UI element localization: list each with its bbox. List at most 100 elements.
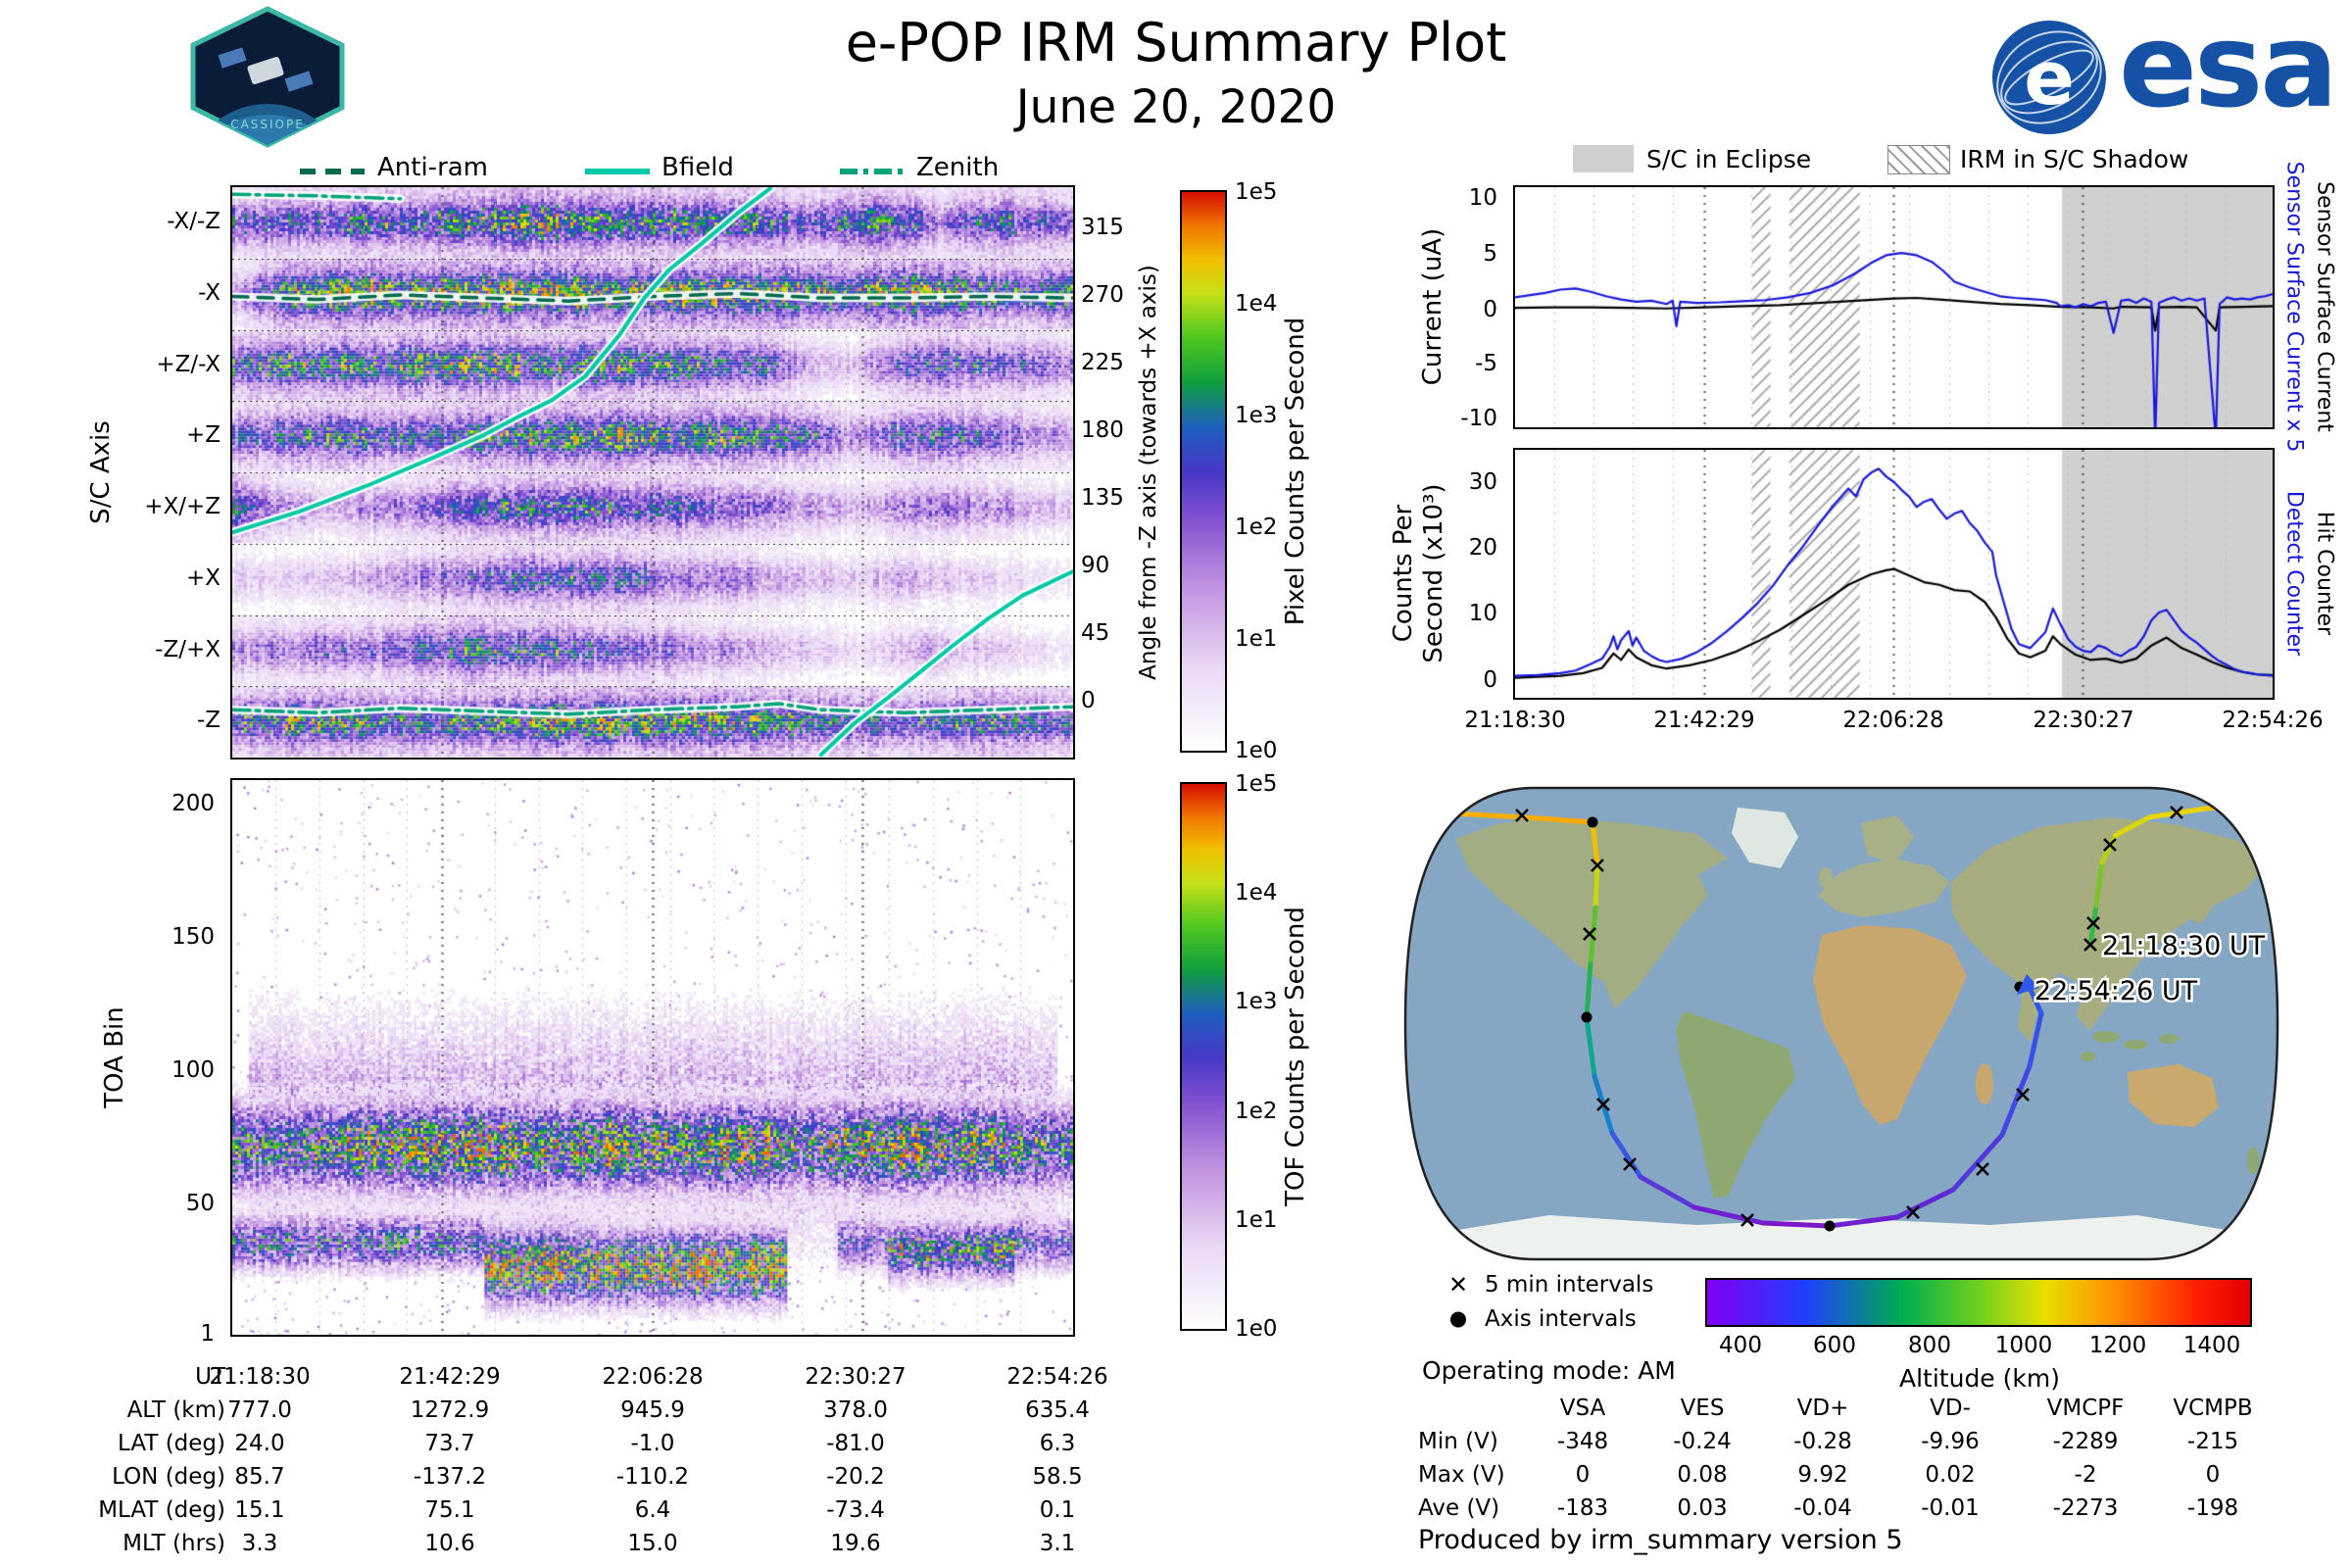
continent-antarctica	[1440, 1215, 2243, 1259]
axis-interval-marker	[1587, 816, 1598, 828]
zenith-legend-label: Zenith	[916, 153, 1000, 182]
tof-colorbar-tick: 1e4	[1235, 880, 1278, 906]
ephemeris-cell: 21:18:30	[209, 1364, 311, 1390]
ground-track-segment	[1638, 1174, 1697, 1210]
solar-panel-left-icon	[218, 47, 247, 69]
altitude-tick-label: 1200	[2088, 1333, 2147, 1358]
voltage-cell: -215	[2186, 1429, 2239, 1454]
angle-tick-label: 225	[1081, 350, 1124, 375]
axis-band-tick-label: +Z/-X	[156, 351, 220, 377]
operating-mode: Operating mode: AM	[1422, 1356, 1676, 1385]
current-tick-label: -10	[1460, 406, 1497, 431]
ephemeris-row-label: UT	[195, 1364, 225, 1390]
five-min-interval-marker	[2016, 1088, 2030, 1102]
pixel-colorbar-tick: 1e1	[1235, 626, 1278, 652]
counts-ylabel-line1: Counts Per	[1389, 504, 1418, 643]
page-date: June 20, 2020	[1015, 80, 1337, 134]
altitude-tick-label: 1400	[2182, 1333, 2241, 1358]
hit-counter-label: Hit Counter	[2312, 511, 2337, 636]
voltage-cell: 0	[1575, 1462, 1591, 1488]
ground-track-segment	[1590, 819, 1600, 867]
five-min-interval-marker	[1583, 927, 1596, 941]
voltage-col-header: VD-	[1930, 1396, 1971, 1421]
voltage-cell: -183	[1556, 1495, 1609, 1521]
tof-colorbar	[1180, 782, 1227, 1331]
ground-track-map: 21:18:30 UT 22:54:26 UT	[1403, 786, 2279, 1261]
ephemeris-row-label: LAT (deg)	[118, 1431, 225, 1456]
voltage-col-header: VSA	[1559, 1396, 1606, 1421]
pixel-colorbar-tick: 1e4	[1235, 291, 1278, 317]
esa-logo: e esa	[1989, 0, 2338, 141]
axis-band-tick-label: +X	[185, 564, 220, 591]
cassiope-mission-patch: CASSIOPE	[190, 6, 345, 148]
altitude-tick-label: 800	[1908, 1333, 1951, 1358]
ground-track-segment	[1584, 1014, 1597, 1079]
counts-tick-label: 0	[1483, 667, 1497, 693]
five-min-interval-marker	[2086, 916, 2100, 930]
ground-track-segment	[1950, 1132, 2005, 1193]
island-indonesia-1	[2092, 1031, 2120, 1043]
counts-panel-canvas	[1513, 448, 2275, 700]
detect-counter-label: Detect Counter	[2281, 490, 2307, 657]
counts-tick-label: 20	[1468, 535, 1497, 561]
voltage-cell: -0.04	[1793, 1495, 1852, 1521]
ground-track-segment	[1691, 1204, 1766, 1226]
ephemeris-cell: 635.4	[1025, 1397, 1090, 1423]
axis-band-tick-label: -Z/+X	[155, 636, 220, 662]
island-indonesia-4	[2081, 1052, 2096, 1061]
axis-band-tick-label: +Z	[185, 422, 220, 449]
time-tick-label: 22:54:26	[2222, 708, 2324, 733]
altitude-tick-label: 1000	[1994, 1333, 2053, 1358]
voltage-cell: -2289	[2052, 1429, 2119, 1454]
ephemeris-cell: 6.3	[1039, 1431, 1076, 1456]
ephemeris-cell: 58.5	[1032, 1464, 1083, 1490]
angle-tick-label: 0	[1081, 688, 1096, 713]
five-min-interval-marker	[1976, 1162, 1989, 1176]
ephemeris-cell: 21:42:29	[399, 1364, 501, 1390]
ground-track-segment	[1468, 811, 1543, 821]
ephemeris-row-label: ALT (km)	[126, 1397, 225, 1423]
ephemeris-cell: 945.9	[620, 1397, 685, 1423]
time-tick-label: 21:42:29	[1653, 708, 1755, 733]
ephemeris-row-label: MLT (hrs)	[122, 1531, 225, 1556]
ground-track-segment	[2093, 859, 2105, 908]
counts-tick-label: 30	[1468, 469, 1497, 495]
ground-track-segment	[2027, 1010, 2044, 1069]
voltage-cell: -2273	[2052, 1495, 2119, 1521]
tof-colorbar-tick: 1e3	[1235, 989, 1278, 1015]
tof-colorbar-tick: 1e5	[1235, 771, 1278, 797]
solar-panel-right-icon	[284, 71, 314, 92]
continent-north-america	[1456, 817, 1728, 1008]
ephemeris-row-label: MLAT (deg)	[98, 1497, 225, 1523]
axis-band-tick-label: -X/-Z	[167, 209, 220, 234]
voltage-cell: -2	[2074, 1462, 2097, 1488]
voltage-cell: 0	[2205, 1462, 2221, 1488]
angle-tick-label: 90	[1081, 553, 1110, 578]
ephemeris-cell: 85.7	[234, 1464, 285, 1490]
pixel-colorbar-tick: 1e3	[1235, 403, 1278, 428]
ephemeris-cell: 22:30:27	[805, 1364, 906, 1390]
voltage-cell: 9.92	[1797, 1462, 1848, 1488]
pixel-colorbar	[1180, 190, 1227, 753]
ground-track-segment	[1760, 1220, 1833, 1229]
zenith-line-sample	[840, 169, 905, 174]
ephemeris-cell: -110.2	[615, 1464, 690, 1490]
current-tick-label: 5	[1483, 241, 1497, 267]
counts-ylabel: Counts Per Second (x10³)	[1389, 483, 1449, 662]
ephemeris-cell: 24.0	[234, 1431, 285, 1456]
ephemeris-cell: 0.1	[1039, 1497, 1076, 1523]
toa-tick-label: 1	[200, 1321, 215, 1347]
ground-track-segment	[1592, 861, 1600, 910]
voltage-cell: -198	[2186, 1495, 2239, 1521]
ephemeris-row-label: LON (deg)	[112, 1464, 225, 1490]
continent-australia	[2128, 1064, 2219, 1127]
voltage-cell: -348	[1556, 1429, 1609, 1454]
map-border	[1403, 786, 2279, 1261]
bfield-legend-label: Bfield	[662, 153, 734, 182]
toa-tick-label: 150	[172, 924, 215, 950]
ephemeris-cell: 3.3	[241, 1531, 278, 1556]
altitude-colorbar	[1705, 1278, 2252, 1327]
ephemeris-cell: 22:06:28	[602, 1364, 704, 1390]
ephemeris-cell: 378.0	[823, 1397, 888, 1423]
